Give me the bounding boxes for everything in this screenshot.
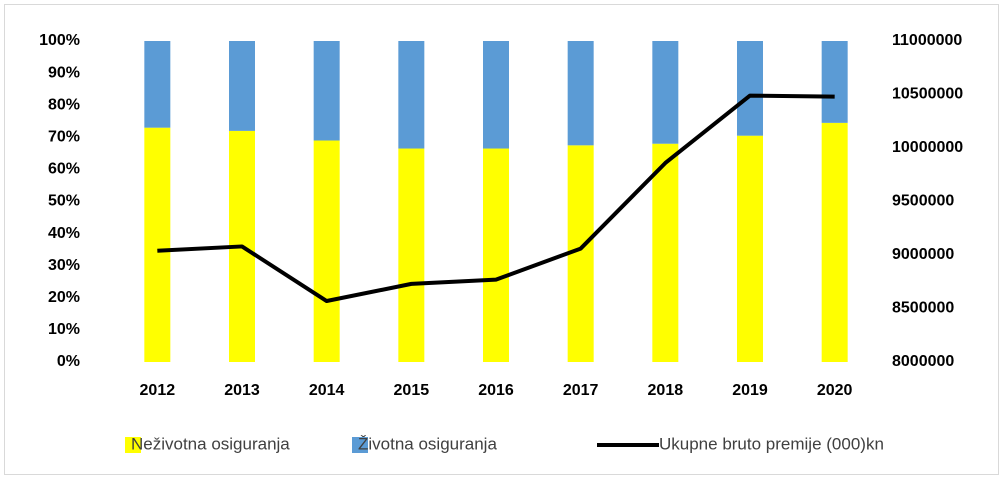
legend-label: Neživotna osiguranja	[131, 434, 290, 453]
bar	[144, 127, 171, 362]
bar	[483, 41, 509, 149]
x-tick-label: 2019	[732, 382, 768, 399]
bar	[313, 41, 340, 141]
y2-tick-label: 8500000	[892, 300, 954, 317]
bar	[398, 148, 425, 362]
legend-label: Životna osiguranja	[358, 434, 497, 453]
y-tick-label: 100%	[39, 32, 80, 49]
y2-tick-label: 9500000	[892, 193, 954, 210]
bar	[567, 41, 594, 146]
legend-swatch	[352, 437, 368, 453]
bar	[821, 122, 848, 362]
y2-tick-label: 11000000	[892, 32, 962, 49]
bar	[313, 140, 340, 362]
y-tick-label: 80%	[48, 96, 80, 113]
bar	[737, 135, 763, 362]
bar	[398, 41, 425, 149]
bar	[652, 41, 679, 144]
y-tick-label: 90%	[48, 64, 80, 81]
x-tick-label: 2015	[394, 382, 430, 399]
y-tick-label: 20%	[48, 289, 80, 306]
x-tick-label: 2012	[140, 382, 176, 399]
x-tick-label: 2013	[224, 382, 260, 399]
bar	[821, 41, 848, 123]
y-tick-label: 0%	[57, 353, 80, 370]
bar	[737, 41, 763, 136]
legend-swatch	[125, 437, 141, 453]
y2-tick-label: 10000000	[892, 139, 963, 156]
bar	[483, 148, 509, 362]
bar	[144, 41, 171, 128]
x-tick-label: 2017	[563, 382, 599, 399]
line-series	[157, 93, 835, 304]
y2-tick-label: 10500000	[892, 86, 963, 103]
x-tick-label: 2020	[817, 382, 853, 399]
y-tick-label: 40%	[48, 225, 80, 242]
x-tick-label: 2016	[478, 382, 514, 399]
y-tick-label: 50%	[48, 193, 80, 210]
y-tick-label: 30%	[48, 257, 80, 274]
bar	[229, 41, 255, 131]
y-tick-label: 70%	[48, 129, 80, 146]
y2-tick-label: 8000000	[892, 353, 954, 370]
bar	[652, 143, 679, 362]
x-tick-label: 2018	[648, 382, 684, 399]
y-tick-label: 60%	[48, 161, 80, 178]
x-tick-label: 2014	[309, 382, 345, 399]
y2-tick-label: 9000000	[892, 246, 954, 263]
y-tick-label: 10%	[48, 321, 80, 338]
legend-label: Ukupne bruto premije (000)kn	[659, 434, 884, 453]
